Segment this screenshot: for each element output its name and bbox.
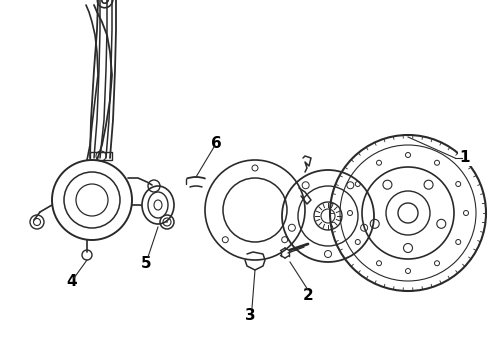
Ellipse shape [142,186,174,224]
Ellipse shape [148,192,168,218]
Text: 2: 2 [303,288,314,303]
Circle shape [52,160,132,240]
Ellipse shape [154,200,162,210]
Text: 4: 4 [67,274,77,289]
Text: 6: 6 [211,135,221,150]
Text: 3: 3 [245,307,255,323]
Text: 1: 1 [460,149,470,165]
Text: 5: 5 [141,256,151,270]
